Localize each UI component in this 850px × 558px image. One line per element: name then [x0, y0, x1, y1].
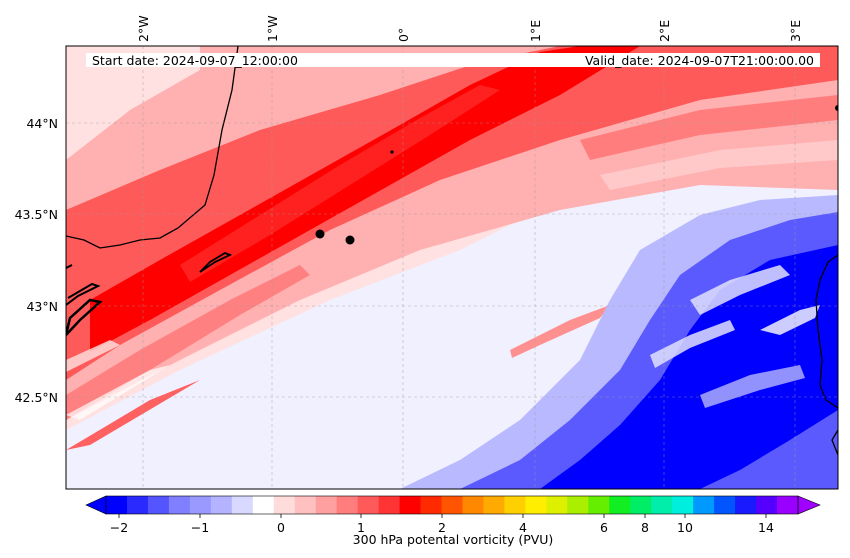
colorbar-cell [483, 496, 505, 514]
coastline-west [66, 46, 239, 249]
colorbar-cell [210, 496, 233, 514]
colorbar-cell [525, 496, 547, 514]
colorbar-cell [714, 496, 736, 514]
colorbar-cell [546, 496, 568, 514]
colorbar-cell [294, 496, 317, 514]
colorbar-cell [756, 496, 778, 514]
colorbar-cell [378, 496, 400, 514]
colorbar-cell [231, 496, 254, 514]
colorbar-cell [252, 496, 275, 514]
colorbar-tick-label: −2 [110, 520, 128, 535]
point-marker [315, 229, 325, 239]
colorbar-cell [609, 496, 631, 514]
colorbar-cell [693, 496, 715, 514]
lat-label: 42.5°N [15, 390, 58, 405]
colorbar-label: 300 hPa potental vorticity (PVU) [353, 532, 554, 547]
colorbar-cell [777, 496, 799, 514]
lon-label: 0° [396, 28, 411, 42]
colorbar-extend-min [85, 495, 107, 515]
colorbar-cell [420, 496, 442, 514]
colorbar-extend-max [797, 495, 821, 515]
colorbar-cell [462, 496, 484, 514]
latitude-labels: 44°N 43.5°N 43°N 42.5°N [15, 116, 58, 405]
colorbar-tick-label: 6 [600, 520, 608, 535]
gridlines [66, 46, 838, 489]
colorbar-tick-label: 8 [641, 520, 649, 535]
colorbar-tick-label: 2 [438, 520, 446, 535]
colorbar-cell [126, 496, 149, 514]
colorbar-cell [189, 496, 212, 514]
map-frame [65, 45, 839, 490]
colorbar-cell [168, 496, 191, 514]
colorbar-cell [315, 496, 338, 514]
start-date: Start date: 2024-09-07_12:00:00 [92, 53, 298, 68]
colorbar-tick-label: 14 [758, 520, 774, 535]
colorbar-cell [588, 496, 610, 514]
colorbar-cell [106, 496, 128, 514]
light-band-north [66, 46, 200, 160]
lat-label: 44°N [26, 116, 58, 131]
colorbar-cell [735, 496, 757, 514]
colorbar-tick-label: 4 [519, 520, 527, 535]
lat-label: 43.5°N [15, 207, 58, 222]
colorbar-cell [672, 496, 694, 514]
date-banner [86, 53, 820, 67]
colorbar: −2 −1 0 1 2 4 6 8 10 14 300 hPa potental vorticit… [85, 495, 821, 547]
colorbar-cell [441, 496, 463, 514]
colorbar-cell [567, 496, 589, 514]
valid-date: Valid_date: 2024-09-07T21:00:00.00 [585, 53, 814, 68]
lon-label: 1°E [528, 20, 543, 42]
colorbar-tick-label: 1 [357, 520, 365, 535]
lat-label: 43°N [26, 299, 58, 314]
colorbar-cell [630, 496, 652, 514]
colorbar-tick-label: 10 [677, 520, 693, 535]
lon-label: 1°W [265, 15, 280, 42]
colorbar-tick-label: −1 [191, 520, 209, 535]
point-marker [345, 235, 355, 245]
jet-core [90, 46, 640, 352]
coastline-east [815, 254, 838, 409]
pv-field [66, 46, 838, 489]
colorbar-cell [336, 496, 359, 514]
longitude-labels: 2°W 1°W 0° 1°E 2°E 3°E [136, 15, 803, 42]
colorbar-cell [273, 496, 296, 514]
colorbar-cell [147, 496, 170, 514]
colorbar-cell [651, 496, 673, 514]
colorbar-tick-label: 0 [277, 520, 285, 535]
colorbar-cell [357, 496, 380, 514]
lon-label: 2°W [136, 15, 151, 42]
jet-core-bright [180, 85, 500, 282]
colorbar-cell [399, 496, 421, 514]
colorbar-cell [504, 496, 526, 514]
lon-label: 3°E [788, 20, 803, 42]
lon-label: 2°E [657, 20, 672, 42]
